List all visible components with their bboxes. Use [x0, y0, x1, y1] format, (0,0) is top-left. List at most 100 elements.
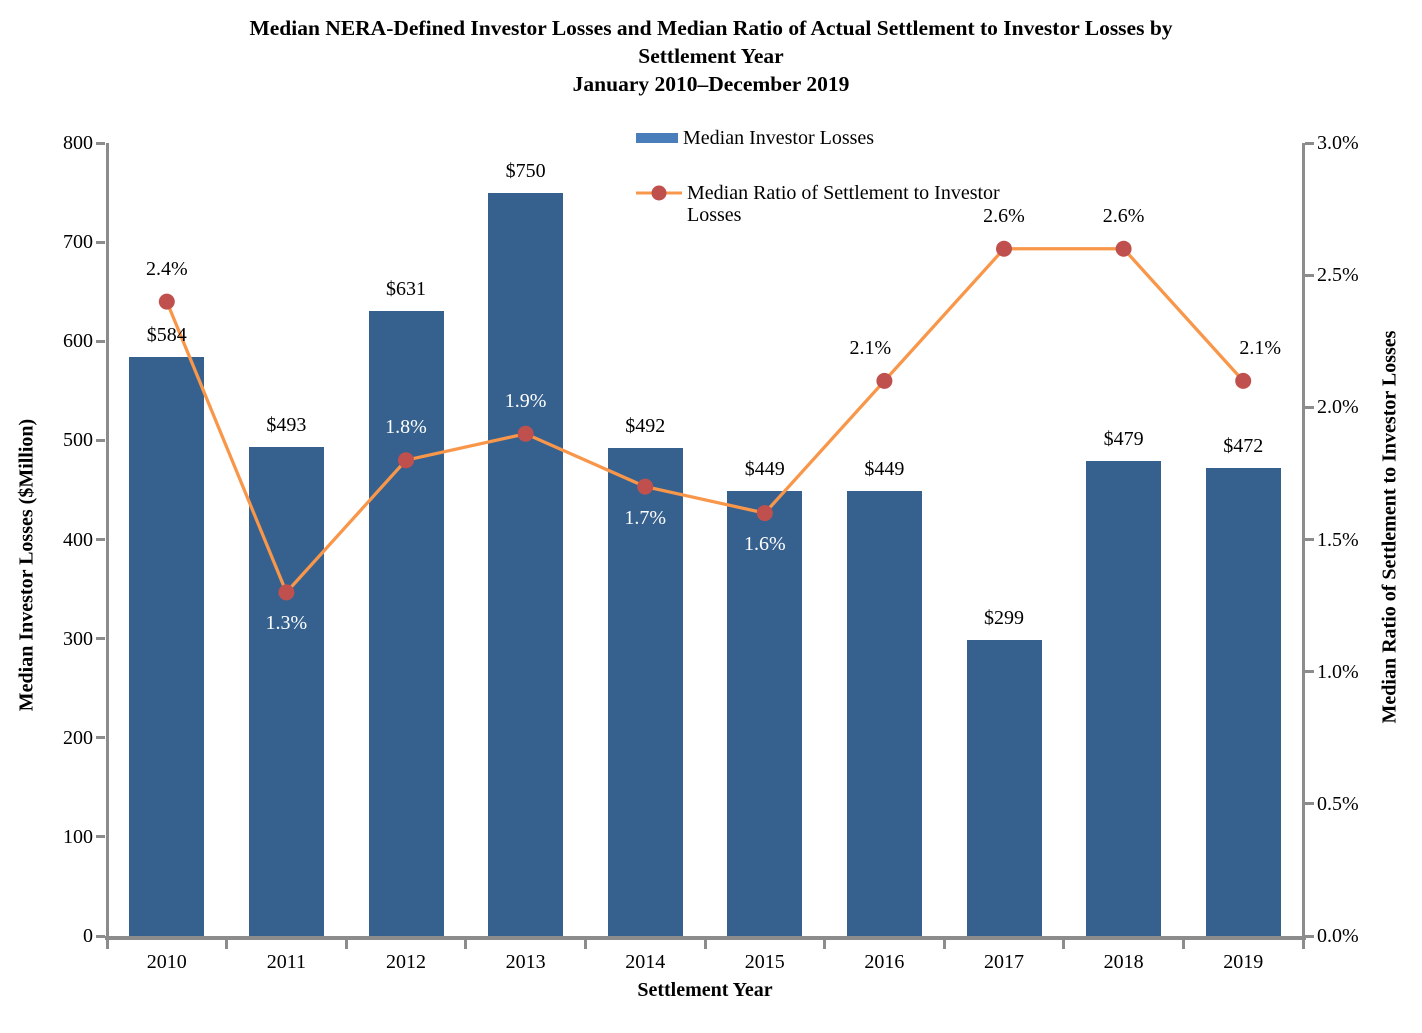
bar-2016	[846, 490, 922, 936]
year-label: 2013	[505, 951, 546, 973]
right-axis-tick-label: 2.0%	[1317, 396, 1359, 419]
ratio-value-label: 2.1%	[1239, 336, 1282, 359]
right-axis-tick-label: 1.0%	[1317, 660, 1359, 683]
right-axis-tick	[1305, 934, 1314, 938]
legend-line-label: Median Ratio of Settlement to Investor L…	[687, 182, 1000, 226]
left-axis-tick-label: 500	[63, 429, 93, 452]
legend-item-ratio: Median Ratio of Settlement to Investor L…	[636, 182, 1032, 226]
ratio-marker-2018	[1115, 240, 1132, 257]
bar-value-label: $493	[266, 414, 307, 437]
ratio-value-label: 1.3%	[265, 612, 308, 635]
x-axis-title: Settlement Year	[637, 979, 773, 1001]
ratio-marker-2016	[876, 372, 893, 389]
chart-title-line1: Median NERA-Defined Investor Losses and …	[249, 16, 1173, 40]
bar-value-label: $750	[505, 159, 546, 182]
right-axis-tick-label: 3.0%	[1317, 132, 1359, 154]
x-axis-tick	[105, 939, 109, 949]
ratio-value-label: 2.6%	[1102, 204, 1145, 227]
ratio-marker-2013	[517, 425, 534, 442]
bar-2015	[727, 490, 803, 936]
year-label: 2018	[1103, 951, 1144, 973]
bar-series-swatch-icon	[636, 133, 678, 143]
ratio-value-label: 2.6%	[983, 204, 1025, 227]
left-axis-tick-label: 300	[63, 627, 93, 650]
left-axis-tick-label: 0	[83, 925, 93, 947]
line-series-swatch-icon	[636, 185, 682, 201]
year-label: 2015	[744, 951, 785, 973]
x-axis-tick	[823, 939, 827, 949]
right-axis-tick	[1305, 141, 1314, 145]
legend-item-investor-losses: Median Investor Losses	[636, 127, 1032, 149]
year-label: 2017	[984, 951, 1024, 973]
ratio-value-label: 1.8%	[385, 416, 427, 439]
x-axis-tick	[703, 939, 707, 949]
ratio-marker-2012	[398, 452, 414, 469]
left-axis-tick-label: 400	[63, 528, 93, 551]
left-axis-tick	[96, 736, 105, 740]
ratio-marker-2011	[278, 584, 295, 601]
year-label: 2014	[625, 951, 666, 973]
bar-2018	[1086, 461, 1162, 936]
bar-value-label: $472	[1223, 435, 1264, 458]
ratio-line	[165, 247, 1245, 596]
x-axis-tick	[1301, 939, 1305, 949]
ratio-value-label: 2.1%	[849, 336, 892, 359]
left-axis-tick-label: 600	[63, 330, 93, 353]
right-axis-tick	[1305, 538, 1314, 541]
bar-value-label: $449	[864, 457, 905, 480]
right-axis-tick	[1305, 670, 1314, 674]
right-axis-tick-label: 0.0%	[1317, 925, 1359, 947]
left-axis-tick	[96, 141, 105, 145]
bar-2014	[607, 448, 683, 936]
x-axis-tick	[344, 939, 348, 949]
x-axis-tick	[225, 939, 229, 949]
chart-title-line3: January 2010–December 2019	[572, 72, 850, 96]
x-axis-tick	[1062, 939, 1066, 949]
left-axis-tick	[96, 835, 105, 839]
left-axis-tick	[96, 240, 105, 244]
right-axis-tick	[1305, 802, 1314, 806]
bar-value-label: $449	[744, 457, 785, 480]
year-label: 2016	[864, 951, 905, 973]
right-axis-tick-label: 0.5%	[1317, 792, 1359, 815]
legend-bar-label: Median Investor Losses	[683, 127, 875, 149]
left-axis-tick	[96, 538, 105, 541]
x-axis-line	[105, 936, 1306, 940]
ratio-marker-2019	[1235, 372, 1252, 389]
x-axis-tick	[464, 939, 468, 949]
x-axis-tick	[942, 939, 946, 949]
ratio-marker-2010	[158, 293, 175, 310]
left-axis-tick	[96, 438, 105, 442]
year-label: 2011	[266, 951, 307, 973]
left-axis-tick	[96, 637, 105, 641]
x-axis-tick	[1181, 939, 1185, 949]
right-axis-tick	[1305, 273, 1314, 277]
bar-value-label: $492	[625, 415, 666, 438]
left-axis-line	[105, 143, 109, 941]
chart-title-line2: Settlement Year	[638, 44, 784, 68]
bar-2010	[129, 357, 205, 936]
year-label: 2010	[146, 951, 187, 973]
left-axis-tick-label: 100	[63, 825, 93, 848]
right-axis-tick-label: 1.5%	[1317, 528, 1359, 551]
left-axis-tick-label: 700	[63, 231, 93, 254]
bar-2017	[966, 639, 1042, 936]
bar-2012	[368, 310, 444, 936]
bar-value-label: $584	[146, 324, 187, 347]
right-axis-tick-label: 2.5%	[1317, 264, 1359, 287]
ratio-value-label: 1.7%	[624, 506, 667, 529]
ratio-value-label: 1.9%	[504, 389, 547, 412]
chart-title: Median NERA-Defined Investor Losses and …	[101, 14, 1321, 98]
bar-value-label: $299	[984, 606, 1024, 629]
year-label: 2019	[1223, 951, 1264, 973]
right-axis-line	[1301, 143, 1305, 941]
ratio-marker-2015	[756, 505, 773, 522]
ratio-value-label: 2.4%	[145, 257, 188, 280]
ratio-marker-2017	[996, 240, 1012, 257]
x-axis-tick	[583, 939, 587, 949]
left-axis-tick	[96, 339, 105, 343]
bar-value-label: $631	[386, 277, 426, 300]
year-label: 2012	[386, 951, 426, 973]
